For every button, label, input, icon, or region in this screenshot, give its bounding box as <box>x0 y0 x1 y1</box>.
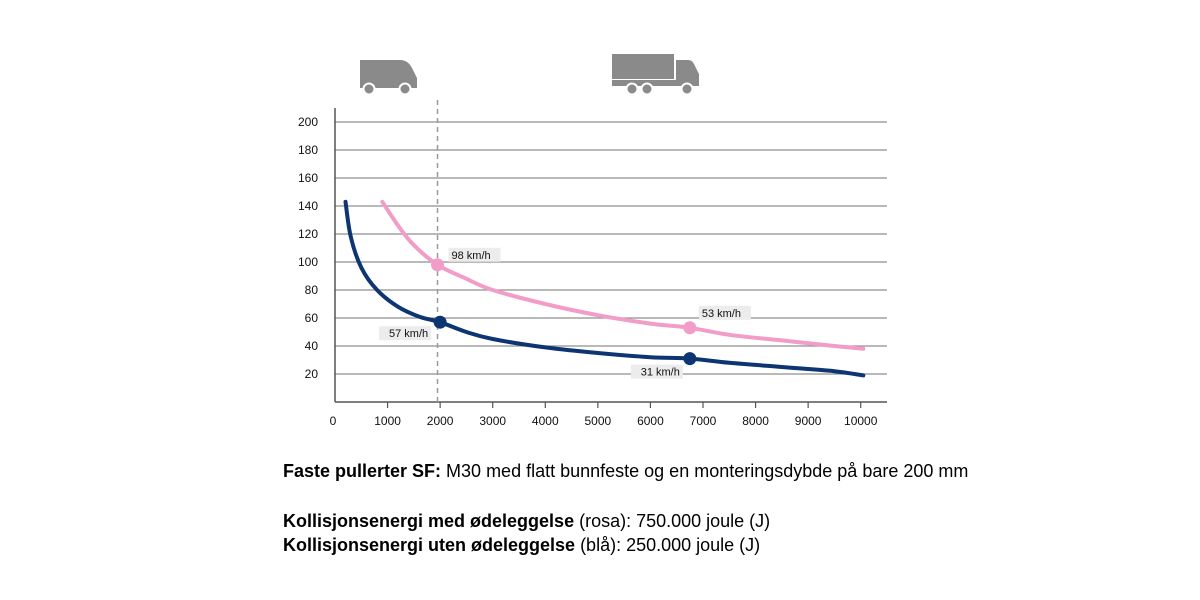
truck-icon <box>612 54 699 96</box>
data-label-background <box>630 364 683 379</box>
y-axis-ticks: 20 40 60 80 100 120 140 160 180 200 <box>298 115 318 381</box>
data-label: 98 km/h <box>452 250 491 262</box>
x-tick-label: 10000 <box>844 414 878 428</box>
x-tick-label: 6000 <box>637 414 664 428</box>
x-tick-label: 0 <box>330 414 337 428</box>
caption-energy-no-destruction-title: Kollisjonsenergi uten ødeleggelse <box>283 535 576 555</box>
series-line-blue <box>343 199 866 378</box>
y-tick-label: 60 <box>305 311 319 325</box>
series-lines <box>343 199 866 378</box>
caption-energy-no-destruction-text: (blå): 250.000 joule (J) <box>575 535 761 555</box>
x-tick-label: 8000 <box>742 414 769 428</box>
x-tick-label: 4000 <box>532 414 559 428</box>
x-tick-label: 9000 <box>795 414 822 428</box>
y-tick-label: 180 <box>298 143 318 157</box>
caption-bollards-text: M30 med flatt bunnfeste og en monterings… <box>441 461 969 481</box>
caption-energy-destruction-title: Kollisjonsenergi med ødeleggelse <box>283 511 575 531</box>
data-point <box>431 258 445 272</box>
y-tick-label: 160 <box>298 171 318 185</box>
caption-bollards: Faste pullerter SF: M30 med flatt bunnfe… <box>283 459 968 483</box>
y-tick-label: 100 <box>298 255 318 269</box>
grid-lines <box>335 121 887 375</box>
data-point <box>683 321 697 335</box>
data-points: 98 km/h 53 km/h 57 km/h 31 km/h <box>379 247 751 379</box>
y-tick-label: 200 <box>298 115 318 129</box>
caption-energy-destruction-text: (rosa): 750.000 joule (J) <box>574 511 771 531</box>
y-tick-label: 40 <box>305 339 319 353</box>
x-tick-label: 5000 <box>585 414 612 428</box>
caption-bollards-title: Faste pullerter SF: <box>283 461 442 481</box>
data-label-background <box>379 326 432 341</box>
x-tick-label: 2000 <box>427 414 454 428</box>
caption-energy-no-destruction: Kollisjonsenergi uten ødeleggelse (blå):… <box>283 533 760 557</box>
data-label: 57 km/h <box>389 328 428 340</box>
y-tick-label: 140 <box>298 199 318 213</box>
van-icon <box>360 60 417 96</box>
data-point <box>683 352 697 366</box>
data-label-background <box>698 305 751 320</box>
axes <box>334 100 887 403</box>
x-tick-label: 7000 <box>690 414 717 428</box>
data-label: 31 km/h <box>641 367 680 379</box>
x-tick-label: 3000 <box>479 414 506 428</box>
x-tick-label: 1000 <box>374 414 401 428</box>
velocity-chart: 20 40 60 80 100 120 140 160 180 200 0 1000 2000 3000… <box>298 54 887 428</box>
data-point <box>433 315 447 329</box>
data-label-background <box>448 247 501 262</box>
caption-energy-destruction: Kollisjonsenergi med ødeleggelse (rosa):… <box>283 509 770 533</box>
series-line-pink <box>380 199 866 351</box>
data-label: 53 km/h <box>702 308 741 320</box>
y-tick-label: 120 <box>298 227 318 241</box>
y-tick-label: 20 <box>305 367 319 381</box>
x-axis-ticks: 0 1000 2000 3000 4000 5000 6000 7000 8000 9000 100… <box>330 402 878 428</box>
y-tick-label: 80 <box>305 283 319 297</box>
